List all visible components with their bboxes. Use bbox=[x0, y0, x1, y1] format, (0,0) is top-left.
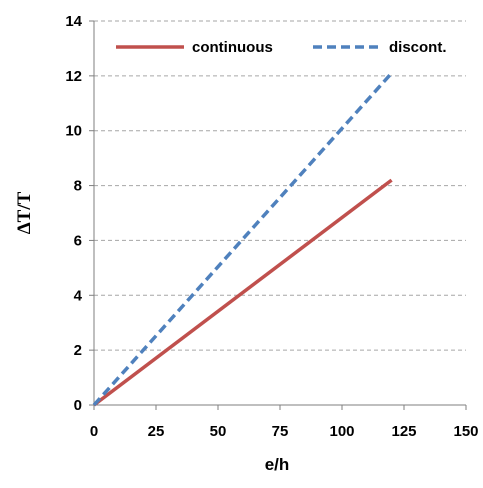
x-tick-label-150: 150 bbox=[453, 423, 478, 440]
gridlines bbox=[94, 20, 466, 351]
y-tick-label-12: 12 bbox=[65, 68, 82, 85]
y-tick-label-6: 6 bbox=[74, 232, 82, 249]
x-tick-label-25: 25 bbox=[148, 423, 165, 440]
series-line-1 bbox=[92, 178, 393, 407]
y-tick-label-8: 8 bbox=[74, 178, 82, 195]
y-tick-label-0: 0 bbox=[74, 397, 82, 414]
x-tick-label-50: 50 bbox=[210, 423, 227, 440]
y-tick-label-2: 2 bbox=[74, 342, 82, 359]
x-tick-label-125: 125 bbox=[391, 423, 416, 440]
y-tick-label-10: 10 bbox=[65, 123, 82, 140]
x-tick-label-75: 75 bbox=[272, 423, 289, 440]
series-lines bbox=[92, 71, 393, 407]
x-tick-label-0: 0 bbox=[90, 423, 98, 440]
legend-label-2: discont. bbox=[389, 39, 447, 56]
y-axis-title: ΔT/T bbox=[14, 191, 35, 234]
y-tick-label-4: 4 bbox=[74, 287, 83, 304]
x-tick-label-100: 100 bbox=[329, 423, 354, 440]
series-line-2 bbox=[92, 71, 393, 407]
tick-labels: 0 2 4 6 8 10 12 14 0 25 50 75 100 125 150 bbox=[65, 13, 478, 440]
legend-label-1: continuous bbox=[192, 39, 273, 56]
axes bbox=[89, 20, 467, 410]
legend: continuous discont. bbox=[116, 39, 447, 56]
x-axis-title: e/h bbox=[265, 455, 290, 474]
y-tick-label-14: 14 bbox=[65, 13, 82, 30]
